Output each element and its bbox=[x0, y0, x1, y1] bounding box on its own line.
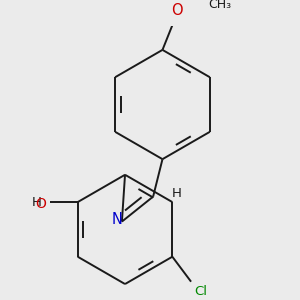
Text: O: O bbox=[171, 3, 182, 18]
Text: H: H bbox=[172, 187, 182, 200]
Text: H: H bbox=[32, 196, 42, 208]
Text: O: O bbox=[36, 196, 46, 211]
Text: N: N bbox=[112, 212, 123, 226]
Text: CH₃: CH₃ bbox=[208, 0, 231, 11]
Text: Cl: Cl bbox=[194, 285, 207, 298]
